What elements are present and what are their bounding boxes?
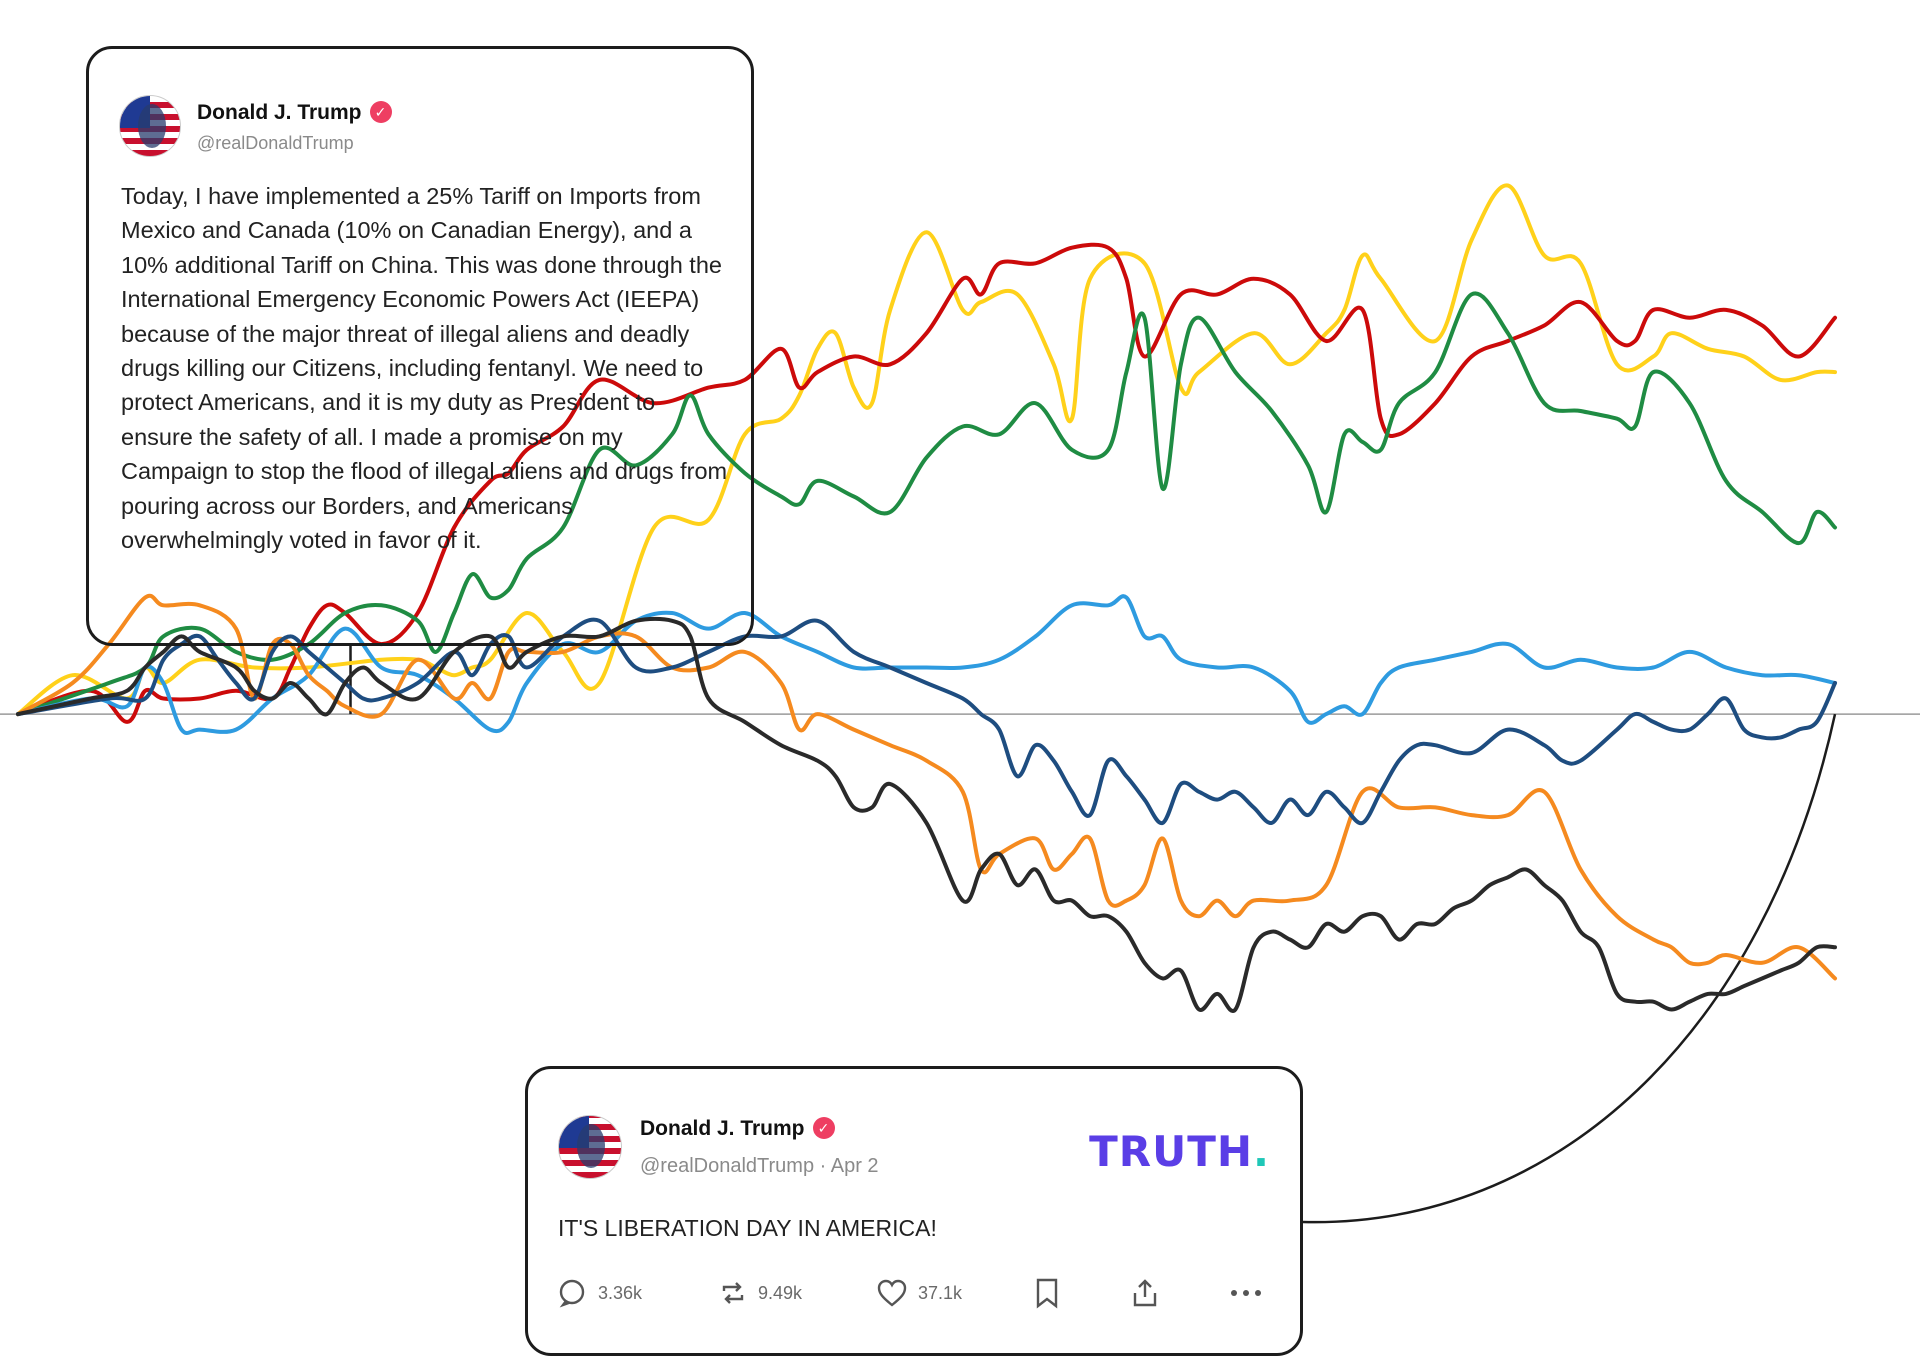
repost-button[interactable]: 9.49k	[718, 1273, 802, 1313]
annotation-curve-bottom	[1302, 713, 1837, 1224]
reply-count: 3.36k	[598, 1282, 643, 1303]
reply-icon	[559, 1279, 585, 1308]
tweet-card-bottom: Donald J. Trump ✓ @realDonaldTrump · Apr …	[525, 1066, 1303, 1356]
series-line-7	[16, 616, 1837, 1014]
repost-icon	[722, 1282, 744, 1304]
author-name: Donald J. Trump ✓	[640, 1117, 835, 1141]
like-count: 37.1k	[918, 1282, 963, 1303]
series-line-5	[16, 593, 1837, 981]
series-line-3	[16, 291, 1837, 717]
tweet-card-top: Donald J. Trump ✓ @realDonaldTrump Today,…	[86, 46, 754, 646]
series-line-6	[16, 617, 1837, 826]
heart-icon	[877, 1279, 907, 1307]
verified-badge-icon: ✓	[369, 101, 392, 123]
tweet-text: IT'S LIBERATION DAY IN AMERICA!	[558, 1215, 937, 1241]
truth-logo: TRUTH.	[1089, 1127, 1270, 1176]
tweet-actions: 3.36k 9.49k 37.1k	[558, 1273, 1278, 1313]
verified-badge-icon: ✓	[812, 1117, 835, 1139]
author-handle: @realDonaldTrump · Apr 2	[640, 1155, 879, 1177]
avatar	[119, 95, 181, 157]
more-icon	[1231, 1290, 1261, 1296]
bookmark-button[interactable]	[1034, 1273, 1070, 1313]
more-button[interactable]	[1230, 1273, 1272, 1313]
avatar	[558, 1115, 622, 1179]
like-button[interactable]: 37.1k	[876, 1273, 962, 1313]
reply-button[interactable]: 3.36k	[558, 1273, 642, 1313]
bookmark-icon	[1036, 1278, 1058, 1309]
share-button[interactable]	[1130, 1273, 1170, 1313]
series-group	[16, 183, 1837, 1014]
author-handle: @realDonaldTrump	[197, 133, 354, 153]
share-icon	[1133, 1279, 1157, 1307]
tweet-text: Today, I have implemented a 25% Tariff o…	[121, 183, 728, 554]
series-line-1	[16, 183, 1837, 717]
series-line-4	[16, 594, 1837, 736]
repost-count: 9.49k	[758, 1282, 803, 1303]
series-line-2	[16, 242, 1837, 724]
author-name: Donald J. Trump ✓	[197, 101, 392, 125]
